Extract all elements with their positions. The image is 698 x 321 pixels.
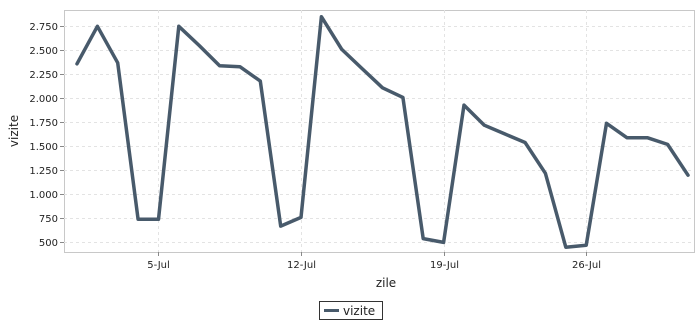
series-group	[75, 14, 690, 249]
x-tick-label: 12-Jul	[287, 260, 316, 271]
y-tick-label: 1.750	[29, 118, 58, 129]
x-tick-label: 19-Jul	[430, 260, 459, 271]
legend-swatch	[324, 309, 339, 312]
x-axis-title: zile	[376, 276, 396, 290]
y-tick-label: 2.250	[29, 70, 58, 81]
y-tick-label: 1.500	[29, 142, 58, 153]
y-tick-label: 750	[39, 214, 58, 225]
y-tick-label: 2.750	[29, 22, 58, 33]
gridlines	[64, 10, 694, 252]
y-tick-label: 1.250	[29, 166, 58, 177]
legend-label-vizite: vizite	[343, 303, 376, 318]
y-tick-label: 500	[39, 238, 58, 249]
plot-area	[64, 10, 695, 253]
y-tick-label: 2.000	[29, 94, 58, 105]
y-tick-label: 2.500	[29, 46, 58, 57]
x-tick-label: 5-Jul	[147, 260, 170, 271]
y-axis-title: vizite	[7, 115, 21, 147]
x-axis: 5-Jul 12-Jul 19-Jul 26-Jul	[147, 252, 601, 271]
series-line-vizite	[75, 14, 690, 249]
legend: vizite	[319, 301, 383, 320]
x-tick-label: 26-Jul	[572, 260, 601, 271]
y-tick-label: 1.000	[29, 190, 58, 201]
y-axis: 500 750 1.000 1.250 1.500 1.750 2.000 2.250 2.50…	[29, 22, 64, 249]
